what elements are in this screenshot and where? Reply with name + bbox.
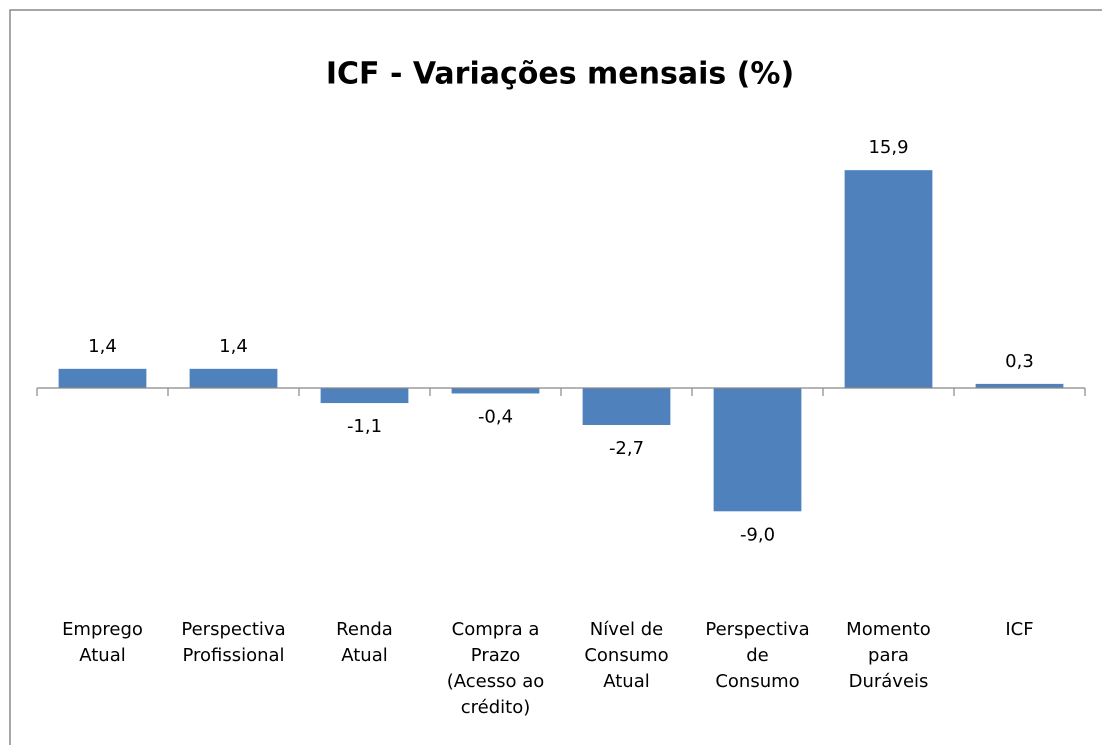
bar <box>58 368 147 388</box>
x-tick-label: Compra a Prazo (Acesso ao crédito) <box>446 619 545 718</box>
bar <box>975 383 1064 388</box>
data-label: 0,3 <box>1005 351 1034 372</box>
x-tick-label: Perspectiva de Consumo <box>705 619 810 692</box>
data-label: -9,0 <box>740 524 775 545</box>
data-label: 15,9 <box>868 137 908 158</box>
bar <box>451 388 540 394</box>
x-tick-label: Perspectiva Profissional <box>181 619 286 666</box>
x-tick-label: ICF <box>1005 619 1034 640</box>
chart-title: ICF - Variações mensais (%) <box>326 57 794 92</box>
bar <box>582 388 671 425</box>
x-tick-label: Nível de Consumo Atual <box>584 619 669 692</box>
bar <box>189 368 278 388</box>
x-tick-label: Momento para Duráveis <box>846 619 931 692</box>
x-tick-label: Emprego Atual <box>62 619 143 666</box>
data-label: 1,4 <box>219 336 248 357</box>
data-label: -2,7 <box>609 438 644 459</box>
data-label: -1,1 <box>347 416 382 437</box>
data-label: 1,4 <box>88 336 117 357</box>
data-label: -0,4 <box>478 406 513 427</box>
x-tick-label: Renda Atual <box>336 619 393 666</box>
bar <box>844 170 933 388</box>
bar <box>713 388 802 512</box>
bar <box>320 388 409 404</box>
